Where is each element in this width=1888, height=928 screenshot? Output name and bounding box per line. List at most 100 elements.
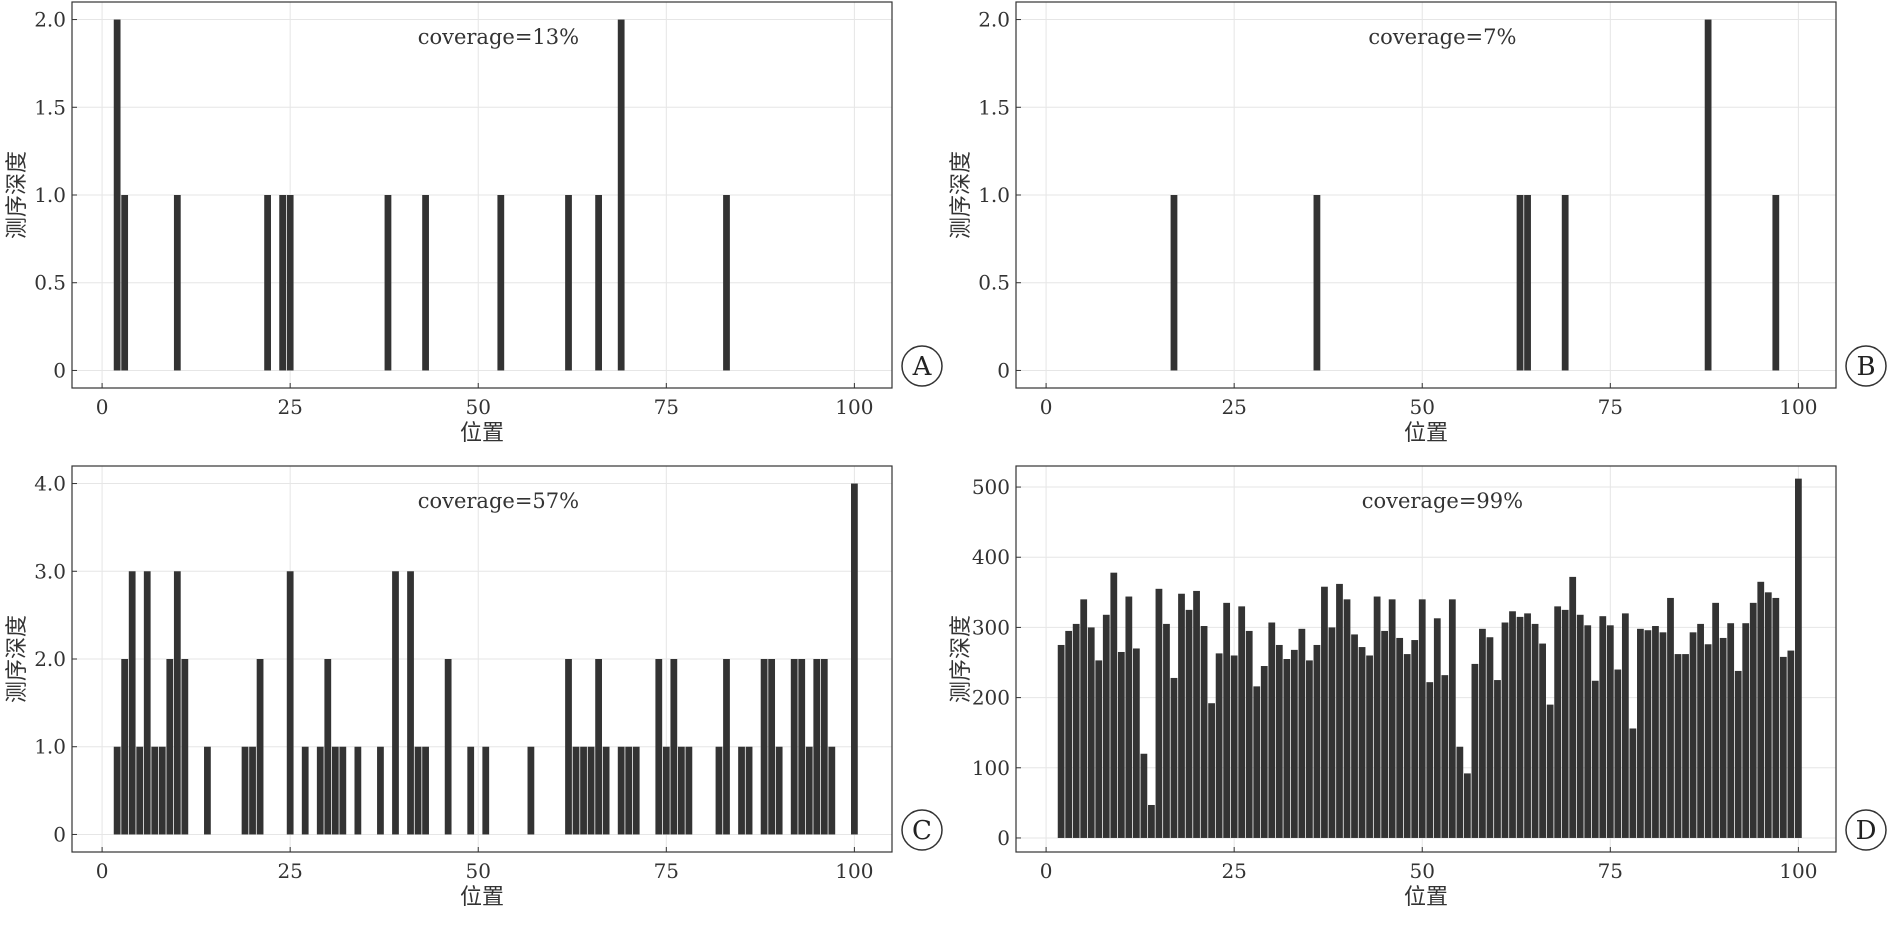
bar (1381, 630, 1389, 838)
bar (1215, 653, 1223, 838)
bar (760, 659, 768, 835)
bar (1697, 623, 1704, 838)
panel-letter: B (1856, 352, 1875, 382)
bar (286, 195, 294, 371)
panel-letter-circle (1845, 809, 1887, 851)
bar (617, 746, 625, 835)
y-axis-label: 测序深度 (949, 615, 974, 703)
x-tick-label: 75 (1598, 859, 1623, 883)
x-tick-label: 0 (96, 859, 109, 883)
bar (1313, 644, 1321, 838)
panel-letter: A (912, 352, 933, 382)
bar (1253, 686, 1261, 838)
x-tick-label: 100 (835, 859, 873, 883)
bar (264, 195, 271, 371)
y-tick-label: 4.0 (34, 472, 66, 496)
panel-letter-circle (901, 809, 943, 851)
x-tick-label: 0 (96, 395, 109, 419)
bar (1072, 623, 1080, 838)
bar (565, 195, 572, 371)
bar (685, 746, 693, 835)
x-axis-label: 位置 (1404, 885, 1448, 910)
panel-letter: C (912, 816, 932, 846)
chart-svg: 0 25 50 75 100 0 0.5 1.0 1.5 2.0 位置 测序深度 coverage=13… (5, 1, 943, 446)
bar (1621, 613, 1629, 838)
bar (1170, 677, 1178, 838)
bar (1426, 682, 1434, 838)
bar (798, 659, 806, 835)
bar (745, 746, 753, 835)
bar (1238, 606, 1246, 838)
y-axis-label: 测序深度 (5, 151, 30, 239)
bar (1336, 583, 1343, 838)
panel-letter-circle (901, 345, 943, 387)
bar (1591, 680, 1599, 838)
panel-a: 0 25 50 75 100 0 0.5 1.0 1.5 2.0 位置 测序深度 coverage=13… (0, 0, 944, 464)
y-tick-label: 2.0 (34, 8, 66, 32)
panel-letter-circle (1845, 345, 1887, 387)
bar (805, 746, 813, 835)
y-tick-label: 1.0 (34, 183, 66, 207)
x-tick-label: 25 (277, 395, 302, 419)
bar (768, 659, 776, 835)
bar (128, 571, 136, 835)
x-tick-label: 100 (835, 395, 873, 419)
bar (820, 659, 828, 835)
bar (1757, 581, 1765, 838)
y-axis: 0 100 200 300 400 500 (972, 475, 1021, 850)
bar (143, 571, 151, 835)
y-tick-label: 1.5 (34, 95, 66, 119)
bar (422, 195, 429, 371)
bar (1516, 616, 1524, 838)
bar (407, 571, 414, 835)
bar (625, 746, 633, 835)
bar (1704, 644, 1712, 838)
bar (279, 195, 287, 371)
x-tick-label: 25 (1221, 859, 1246, 883)
bar (121, 195, 129, 371)
y-tick-label: 0 (997, 358, 1010, 382)
bar (181, 659, 189, 835)
bar (1102, 614, 1110, 838)
x-axis: 0 25 50 75 100 (1040, 847, 1817, 883)
bar (1719, 637, 1727, 838)
bar (1268, 622, 1276, 838)
bar (565, 659, 572, 835)
bar (1644, 630, 1652, 838)
bar (301, 746, 309, 835)
bar (813, 659, 821, 835)
bar (617, 19, 625, 371)
bar (1659, 632, 1667, 838)
bar (1313, 195, 1321, 371)
bar (1479, 628, 1486, 838)
bar (241, 746, 249, 835)
y-axis-label: 测序深度 (949, 151, 974, 239)
x-tick-label: 0 (1040, 859, 1053, 883)
y-tick-label: 1.5 (978, 95, 1010, 119)
bar (1674, 654, 1682, 838)
bar (1516, 195, 1524, 371)
y-tick-label: 300 (972, 615, 1010, 639)
bar (1260, 666, 1268, 838)
bar (1321, 586, 1328, 838)
y-tick-label: 400 (972, 545, 1010, 569)
plot-frame (1015, 465, 1837, 853)
bar (1170, 195, 1178, 371)
x-tick-label: 100 (1779, 859, 1817, 883)
bar (655, 659, 663, 835)
bar (1418, 599, 1426, 838)
y-axis: 0 1.0 2.0 3.0 4.0 (34, 472, 77, 846)
x-axis: 0 25 50 75 100 (96, 383, 873, 419)
bar (467, 746, 475, 835)
y-tick-label: 1.0 (978, 183, 1010, 207)
bar (1689, 632, 1697, 838)
bar (316, 746, 324, 835)
bar (166, 659, 174, 835)
bar (1576, 614, 1584, 838)
bar (1704, 19, 1712, 371)
bar (1629, 728, 1637, 838)
bar (1795, 478, 1802, 838)
bar (339, 746, 347, 835)
bar (136, 746, 144, 835)
bar (1163, 623, 1170, 838)
